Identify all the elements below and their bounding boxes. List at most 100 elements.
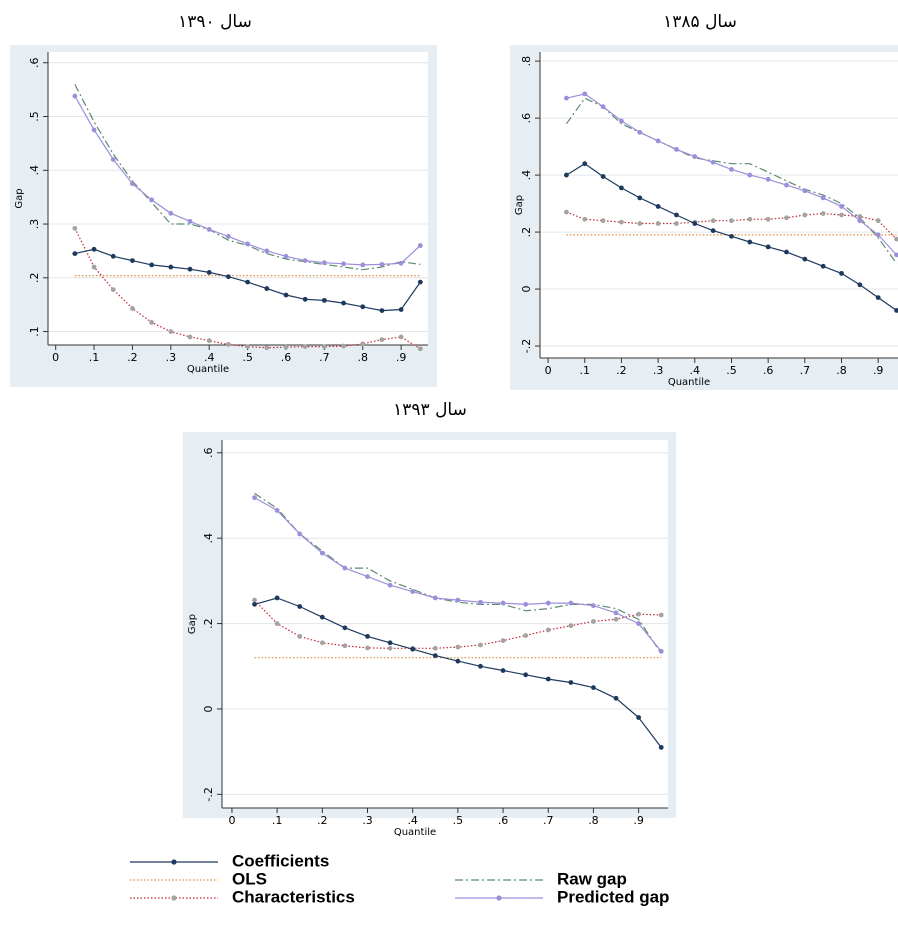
series-marker: [379, 337, 385, 343]
series-marker: [568, 623, 574, 629]
series-marker: [342, 625, 348, 631]
series-marker: [747, 172, 753, 178]
series-marker: [591, 603, 596, 609]
series-marker: [894, 308, 898, 313]
series-marker: [432, 595, 438, 601]
series-marker: [226, 274, 231, 280]
series-marker: [655, 138, 661, 144]
series-marker: [729, 218, 734, 224]
series-marker: [302, 296, 308, 302]
series-marker: [568, 600, 574, 606]
series-marker: [187, 334, 193, 340]
x-tick-label: .6: [281, 351, 292, 364]
series-marker: [591, 685, 596, 691]
series-marker: [387, 640, 393, 646]
series-marker: [297, 531, 303, 537]
y-tick-label: .4: [202, 533, 215, 544]
series-marker: [747, 239, 753, 245]
series-marker: [110, 157, 116, 162]
series-marker: [613, 695, 619, 701]
series-marker: [636, 611, 642, 617]
x-tick-label: .9: [633, 814, 644, 827]
series-marker: [613, 616, 619, 622]
y-tick-label: .6: [28, 58, 41, 68]
x-tick-label: .2: [127, 351, 138, 364]
y-tick-label: -.2: [520, 339, 533, 353]
series-marker: [319, 550, 325, 556]
series-marker: [619, 185, 624, 191]
series-marker: [478, 663, 483, 669]
series-marker: [545, 676, 551, 682]
series-marker: [802, 256, 808, 262]
series-marker: [875, 295, 881, 300]
series-marker: [321, 297, 327, 303]
series-marker: [283, 344, 289, 350]
series-marker: [692, 221, 698, 226]
x-axis-label: Quantile: [668, 377, 710, 388]
chart-title: سال ۱۳۸۵: [663, 12, 737, 32]
series-marker: [302, 344, 308, 350]
series-marker: [500, 668, 506, 673]
series-marker: [523, 633, 529, 638]
y-tick-label: .6: [520, 113, 533, 124]
x-tick-label: .2: [616, 364, 627, 377]
series-marker: [252, 495, 257, 501]
x-tick-label: .1: [272, 814, 283, 827]
series-marker: [523, 601, 529, 607]
series-marker: [365, 574, 370, 580]
series-marker: [582, 91, 588, 97]
series-line: [565, 97, 897, 264]
series-marker: [187, 266, 193, 272]
x-tick-label: .6: [763, 364, 774, 377]
series-marker: [564, 95, 569, 101]
series-marker: [637, 221, 643, 226]
series-marker: [820, 195, 826, 201]
x-tick-label: .5: [726, 364, 737, 377]
x-tick-label: .7: [319, 351, 330, 364]
series-marker: [417, 243, 423, 248]
series-marker: [455, 658, 461, 664]
series-marker: [619, 118, 624, 124]
y-axis-label: Gap: [14, 188, 25, 208]
series-marker: [91, 127, 97, 133]
series-marker: [500, 600, 506, 606]
series-marker: [130, 258, 135, 263]
x-tick-label: .8: [357, 351, 368, 364]
series-marker: [600, 104, 606, 110]
legend-label: Characteristics: [232, 887, 355, 906]
series-marker: [655, 204, 661, 209]
x-tick-label: .9: [396, 351, 407, 364]
y-tick-label: .2: [202, 618, 215, 629]
series-marker: [710, 159, 716, 165]
series-marker: [432, 653, 438, 658]
series-marker: [274, 621, 280, 626]
series-marker: [636, 715, 642, 720]
x-tick-label: .5: [242, 351, 253, 364]
series-marker: [245, 344, 250, 350]
series-marker: [245, 279, 250, 285]
series-marker: [636, 621, 642, 626]
y-tick-label: .4: [28, 165, 41, 176]
x-tick-label: .3: [166, 351, 177, 364]
series-marker: [264, 248, 270, 254]
series-marker: [478, 599, 483, 605]
series-marker: [252, 601, 257, 607]
series-marker: [226, 342, 231, 347]
series-marker: [168, 329, 174, 334]
series-marker: [206, 338, 212, 344]
x-tick-label: .5: [453, 814, 464, 827]
series-marker: [500, 638, 506, 644]
series-marker: [72, 225, 78, 231]
series-marker: [91, 246, 97, 252]
series-marker: [729, 166, 734, 172]
plot-area: [540, 52, 898, 358]
x-tick-label: .7: [800, 364, 811, 377]
series-marker: [432, 645, 438, 651]
x-tick-label: 0: [545, 364, 552, 377]
series-marker: [839, 270, 844, 276]
series-marker: [342, 565, 348, 571]
x-tick-label: 0: [52, 351, 59, 364]
x-tick-label: .1: [89, 351, 100, 364]
series-marker: [564, 209, 569, 215]
series-marker: [274, 595, 280, 601]
